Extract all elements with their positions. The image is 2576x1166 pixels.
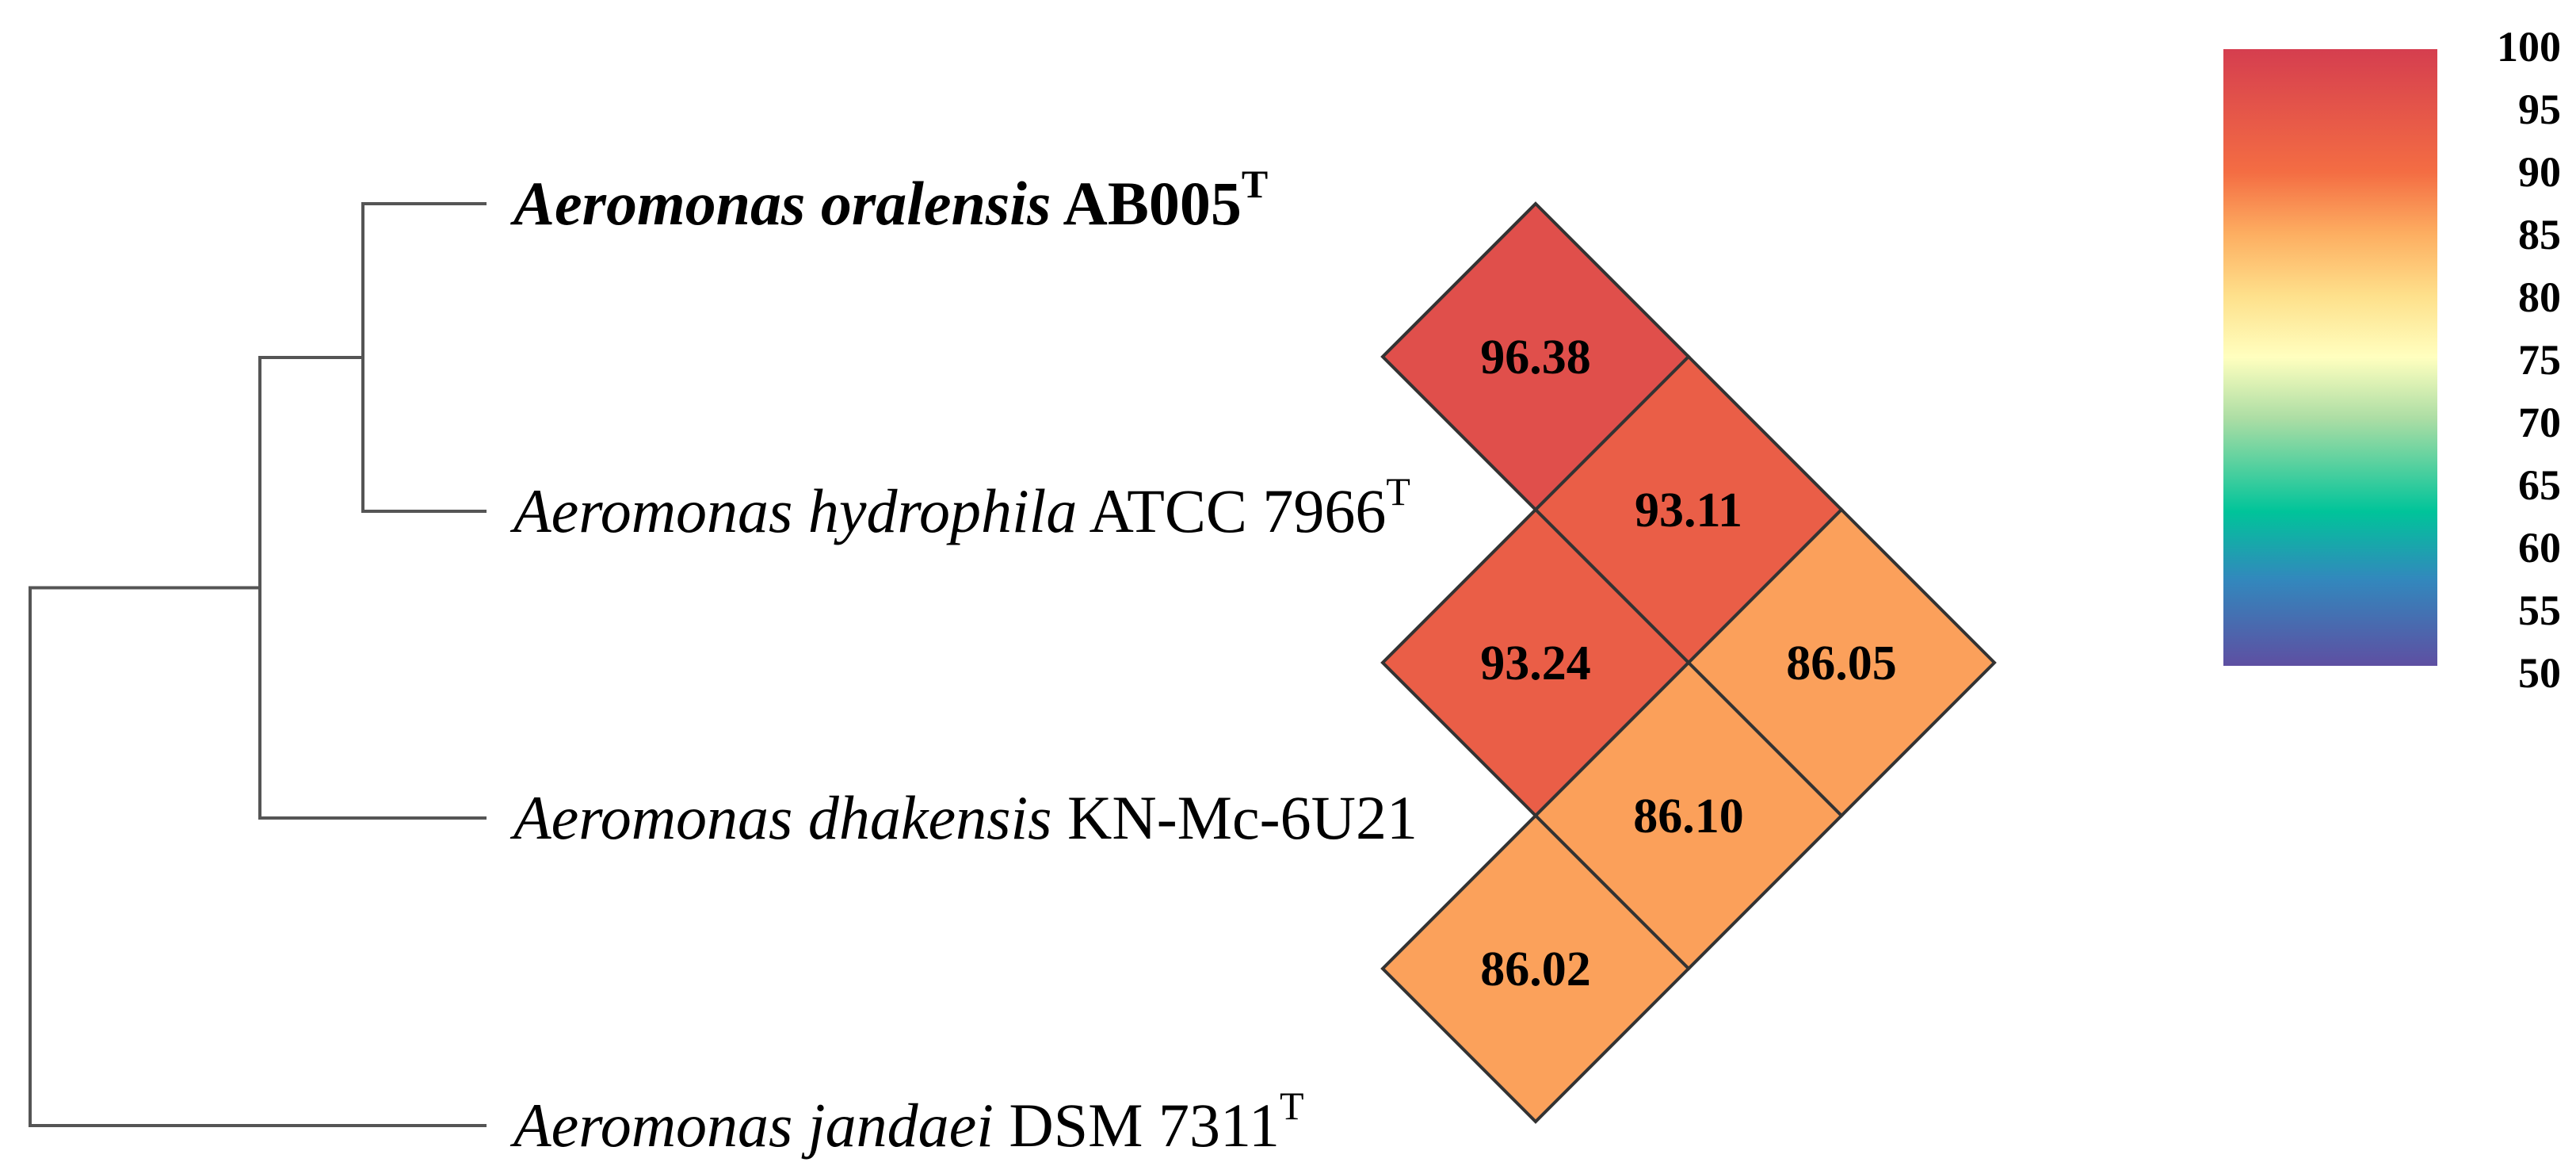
color-scale-legend: 100 95 90 85 80 75 70 65 60 55 50 xyxy=(2223,23,2561,697)
heatmap-cell xyxy=(1380,813,1691,1124)
color-scale-tick-label: 95 xyxy=(2518,86,2561,133)
color-scale-tick-label: 55 xyxy=(2518,587,2561,634)
taxon-name: Aeromonas jandaei xyxy=(509,1091,994,1160)
strain-name: KN-Mc-6U21 xyxy=(1052,783,1418,852)
heatmap-cell-value: 93.11 xyxy=(1635,484,1742,537)
heatmap-cell-value: 86.10 xyxy=(1633,789,1744,843)
heatmap-cell-value: 86.05 xyxy=(1786,637,1897,690)
heatmap-cell-value: 96.38 xyxy=(1480,331,1591,384)
color-scale-tick-label: 80 xyxy=(2518,273,2561,321)
taxon-label: Aeromonas hydrophila ATCC 7966T xyxy=(509,469,1410,545)
color-scale-ticks: 100 95 90 85 80 75 70 65 60 55 50 xyxy=(2497,23,2561,697)
color-scale-tick-label: 70 xyxy=(2518,399,2561,446)
strain-name: ATCC 7966 xyxy=(1077,476,1386,545)
type-strain-superscript: T xyxy=(1280,1084,1304,1128)
heatmap-cell-value: 86.02 xyxy=(1480,942,1591,996)
color-scale-bar xyxy=(2223,49,2437,666)
type-strain-superscript: T xyxy=(1242,162,1268,206)
heatmap-cells: 96.38 93.11 93.24 86.05 86.10 86.02 xyxy=(1380,201,1997,1124)
taxon-label: Aeromonas oralensis AB005T xyxy=(509,162,1268,238)
heatmap-cell-value: 93.24 xyxy=(1480,637,1591,690)
taxon-name: Aeromonas hydrophila xyxy=(509,476,1077,545)
taxon-label: Aeromonas dhakensis KN-Mc-6U21 xyxy=(509,783,1418,852)
color-scale-tick-label: 75 xyxy=(2518,336,2561,384)
color-scale-tick-label: 65 xyxy=(2518,461,2561,509)
type-strain-superscript: T xyxy=(1386,469,1410,514)
strain-name: DSM 7311 xyxy=(994,1091,1280,1160)
strain-name: AB005 xyxy=(1051,169,1242,238)
color-scale-tick-label: 60 xyxy=(2518,524,2561,572)
phylogenetic-tree xyxy=(29,202,487,1127)
taxon-name: Aeromonas dhakensis xyxy=(509,783,1052,852)
taxon-label: Aeromonas jandaei DSM 7311T xyxy=(509,1084,1304,1160)
color-scale-tick-label: 90 xyxy=(2518,148,2561,196)
color-scale-tick-label: 100 xyxy=(2497,23,2561,71)
color-scale-tick-label: 85 xyxy=(2518,211,2561,258)
color-scale-tick-label: 50 xyxy=(2518,649,2561,697)
taxon-name: Aeromonas oralensis xyxy=(509,169,1051,238)
